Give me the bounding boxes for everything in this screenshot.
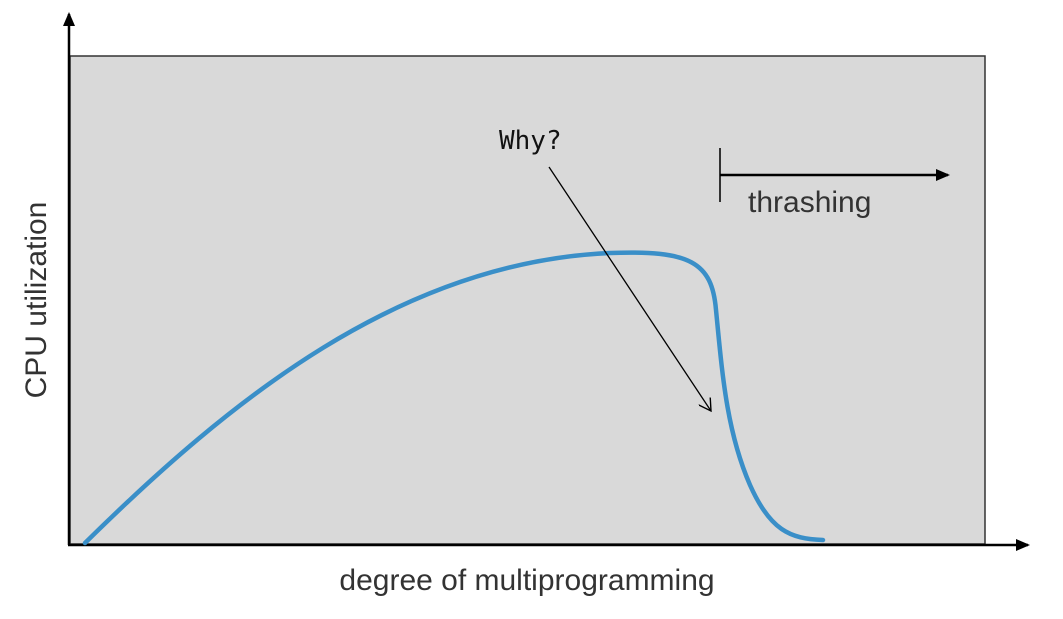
thrashing-label: thrashing [748,186,871,219]
annotation-pointer-arrow [548,166,711,411]
y-axis-label: CPU utilization [20,202,53,399]
plot-area [69,55,986,545]
cpu-utilization-curve [82,250,826,546]
x-axis-label: degree of multiprogramming [339,564,714,597]
why-annotation: Why? [499,126,562,156]
